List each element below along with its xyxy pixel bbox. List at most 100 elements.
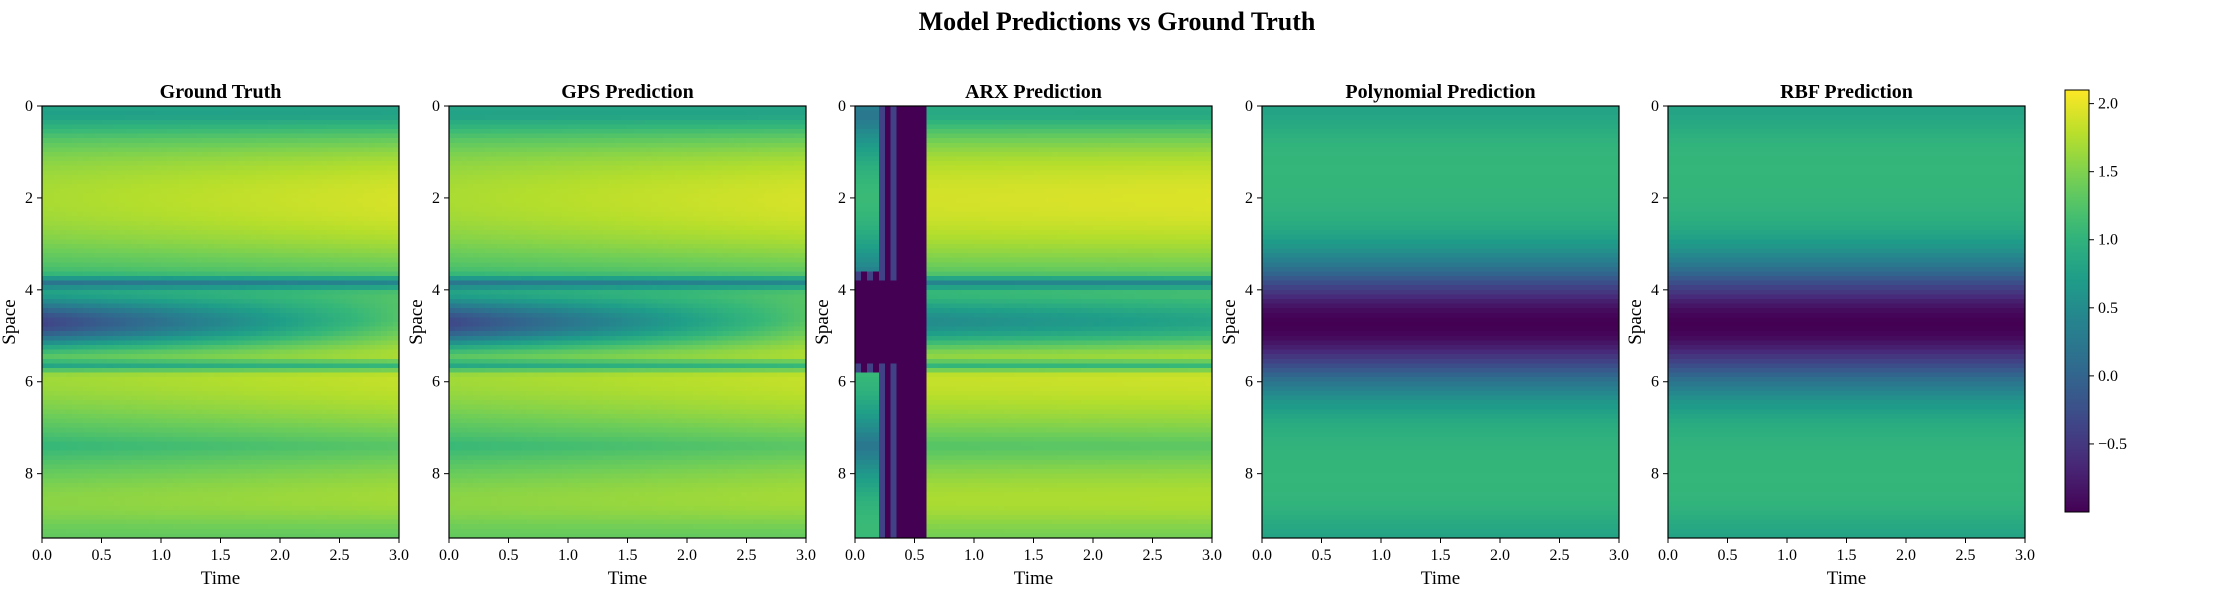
heatmap-cell [84, 487, 91, 492]
heatmap-cell [232, 373, 239, 378]
heatmap-cell [340, 216, 347, 221]
heatmap-cell [310, 147, 317, 152]
heatmap-cell [363, 464, 370, 469]
heatmap-cell [143, 120, 150, 125]
heatmap-cell [328, 134, 335, 139]
heatmap-cell [185, 428, 192, 433]
heatmap-cell [149, 271, 156, 276]
heatmap-cell [250, 382, 257, 387]
heatmap-cell [232, 175, 239, 180]
heatmap-cell [119, 248, 126, 253]
heatmap-cell [345, 294, 352, 299]
heatmap-cell [137, 248, 144, 253]
heatmap-cell [102, 253, 109, 258]
heatmap-cell [131, 345, 138, 350]
heatmap-cell [84, 253, 91, 258]
heatmap-cell [292, 271, 299, 276]
heatmap-cell [280, 340, 287, 345]
heatmap-cell [298, 377, 305, 382]
heatmap-cell [351, 111, 358, 116]
heatmap-cell [286, 170, 293, 175]
heatmap-cell [256, 322, 263, 327]
heatmap-cell [244, 336, 251, 341]
heatmap-cell [137, 437, 144, 442]
heatmap-cell [66, 258, 73, 263]
heatmap-cell [119, 170, 126, 175]
heatmap-cell [226, 120, 233, 125]
heatmap-cell [66, 359, 73, 364]
heatmap-cell [167, 115, 174, 120]
heatmap-cell [203, 331, 210, 336]
heatmap-cell [244, 124, 251, 129]
heatmap-cell [113, 193, 120, 198]
heatmap-cell [209, 106, 216, 111]
heatmap-cell [215, 405, 222, 410]
heatmap-cell [102, 400, 109, 405]
heatmap-cell [387, 120, 394, 125]
heatmap-cell [221, 152, 228, 157]
heatmap-cell [203, 152, 210, 157]
heatmap-cell [137, 170, 144, 175]
heatmap-cell [191, 474, 198, 479]
heatmap-cell [262, 400, 269, 405]
heatmap-cell [316, 239, 323, 244]
heatmap-cell [250, 134, 257, 139]
heatmap-cell [197, 483, 204, 488]
heatmap-cell [387, 405, 394, 410]
heatmap-cell [155, 354, 162, 359]
heatmap-cell [90, 294, 97, 299]
heatmap-cell [119, 253, 126, 258]
heatmap-cell [90, 327, 97, 332]
heatmap-cell [215, 175, 222, 180]
heatmap-cell [143, 248, 150, 253]
heatmap-cell [328, 285, 335, 290]
heatmap-cell [119, 216, 126, 221]
heatmap-cell [262, 230, 269, 235]
heatmap-cell [84, 423, 91, 428]
heatmap-cell [286, 437, 293, 442]
heatmap-cell [298, 161, 305, 166]
heatmap-cell [322, 248, 329, 253]
heatmap-cell [232, 414, 239, 419]
heatmap-cell [238, 198, 245, 203]
heatmap-cell [280, 446, 287, 451]
heatmap-cell [316, 189, 323, 194]
heatmap-cell [161, 331, 168, 336]
heatmap-cell [322, 419, 329, 424]
heatmap-cell [232, 396, 239, 401]
heatmap-cell [221, 400, 228, 405]
heatmap-cell [209, 354, 216, 359]
heatmap-cell [351, 193, 358, 198]
heatmap-cell [185, 373, 192, 378]
heatmap-cell [244, 441, 251, 446]
heatmap-cell [90, 221, 97, 226]
heatmap-cell [197, 428, 204, 433]
heatmap-cell [304, 304, 311, 309]
heatmap-cell [72, 478, 79, 483]
heatmap-cell [250, 285, 257, 290]
heatmap-cell [137, 400, 144, 405]
heatmap-cell [173, 262, 180, 267]
heatmap-cell [262, 124, 269, 129]
heatmap-cell [113, 377, 120, 382]
heatmap-cell [167, 400, 174, 405]
heatmap-cell [48, 299, 55, 304]
heatmap-cell [60, 193, 67, 198]
heatmap-cell [66, 239, 73, 244]
heatmap-cell [149, 354, 156, 359]
heatmap-cell [363, 235, 370, 240]
heatmap-cell [316, 170, 323, 175]
heatmap-cell [280, 414, 287, 419]
heatmap-cell [292, 184, 299, 189]
heatmap-cell [328, 267, 335, 272]
heatmap-cell [84, 203, 91, 208]
heatmap-cell [280, 478, 287, 483]
heatmap-cell [232, 455, 239, 460]
heatmap-cell [280, 138, 287, 143]
heatmap-cell [292, 115, 299, 120]
heatmap-cell [66, 391, 73, 396]
heatmap-cell [262, 483, 269, 488]
heatmap-cell [256, 258, 263, 263]
heatmap-cell [363, 327, 370, 332]
heatmap-cell [185, 294, 192, 299]
